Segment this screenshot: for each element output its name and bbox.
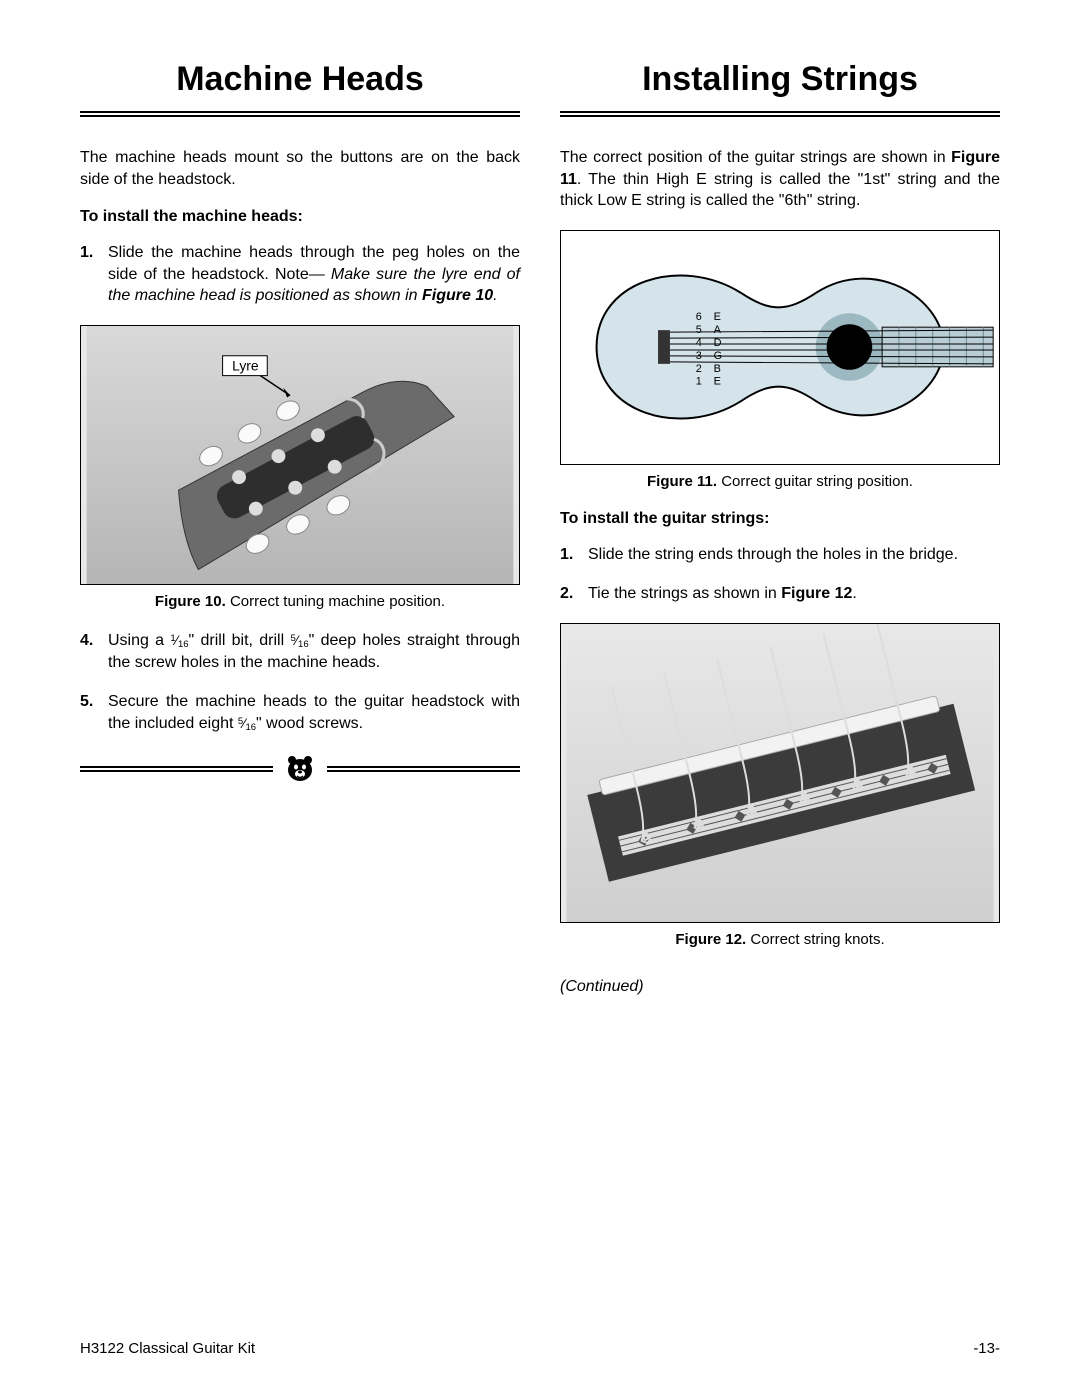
figure-11-image: 6E5A4D3G2B1E <box>560 230 1000 465</box>
svg-text:A: A <box>714 324 722 336</box>
left-step-1: 1. Slide the machine heads through the p… <box>80 242 520 307</box>
svg-text:D: D <box>714 337 722 349</box>
right-step-1: 1. Slide the string ends through the hol… <box>560 544 1000 566</box>
svg-text:6: 6 <box>696 311 702 323</box>
left-lead: To install the machine heads: <box>80 208 520 226</box>
svg-text:E: E <box>714 375 721 387</box>
svg-text:B: B <box>714 363 721 375</box>
bear-icon <box>283 752 317 786</box>
figure-12-caption: Figure 12. Correct string knots. <box>560 931 1000 948</box>
continued: (Continued) <box>560 978 1000 996</box>
page-footer: H3122 Classical Guitar Kit -13- <box>80 1340 1000 1357</box>
left-step-5: 5. Secure the machine heads to the guita… <box>80 691 520 734</box>
figure-11-caption: Figure 11. Correct guitar string positio… <box>560 473 1000 490</box>
left-column: Machine Heads The machine heads mount so… <box>80 60 520 996</box>
figure-10-image: Lyre <box>80 325 520 585</box>
left-intro: The machine heads mount so the buttons a… <box>80 147 520 190</box>
title-rule <box>80 111 520 117</box>
right-title: Installing Strings <box>560 60 1000 99</box>
title-rule <box>560 111 1000 117</box>
right-lead: To install the guitar strings: <box>560 510 1000 528</box>
svg-text:E: E <box>714 311 721 323</box>
right-intro: The correct position of the guitar strin… <box>560 147 1000 212</box>
section-end-ornament <box>80 752 520 786</box>
svg-text:3: 3 <box>696 350 702 362</box>
footer-left: H3122 Classical Guitar Kit <box>80 1340 255 1357</box>
svg-text:1: 1 <box>696 375 702 387</box>
right-step-2: 2. Tie the strings as shown in Figure 12… <box>560 583 1000 605</box>
figure-10-caption: Figure 10. Correct tuning machine positi… <box>80 593 520 610</box>
lyre-label: Lyre <box>232 358 259 374</box>
footer-right: -13- <box>973 1340 1000 1357</box>
svg-text:5: 5 <box>696 324 702 336</box>
svg-text:G: G <box>714 350 722 362</box>
svg-text:4: 4 <box>696 337 702 349</box>
figure-12-image <box>560 623 1000 923</box>
left-step-4: 4. Using a 1⁄16" drill bit, drill 5⁄16" … <box>80 630 520 673</box>
right-column: Installing Strings The correct position … <box>560 60 1000 996</box>
svg-text:2: 2 <box>696 363 702 375</box>
left-title: Machine Heads <box>80 60 520 99</box>
